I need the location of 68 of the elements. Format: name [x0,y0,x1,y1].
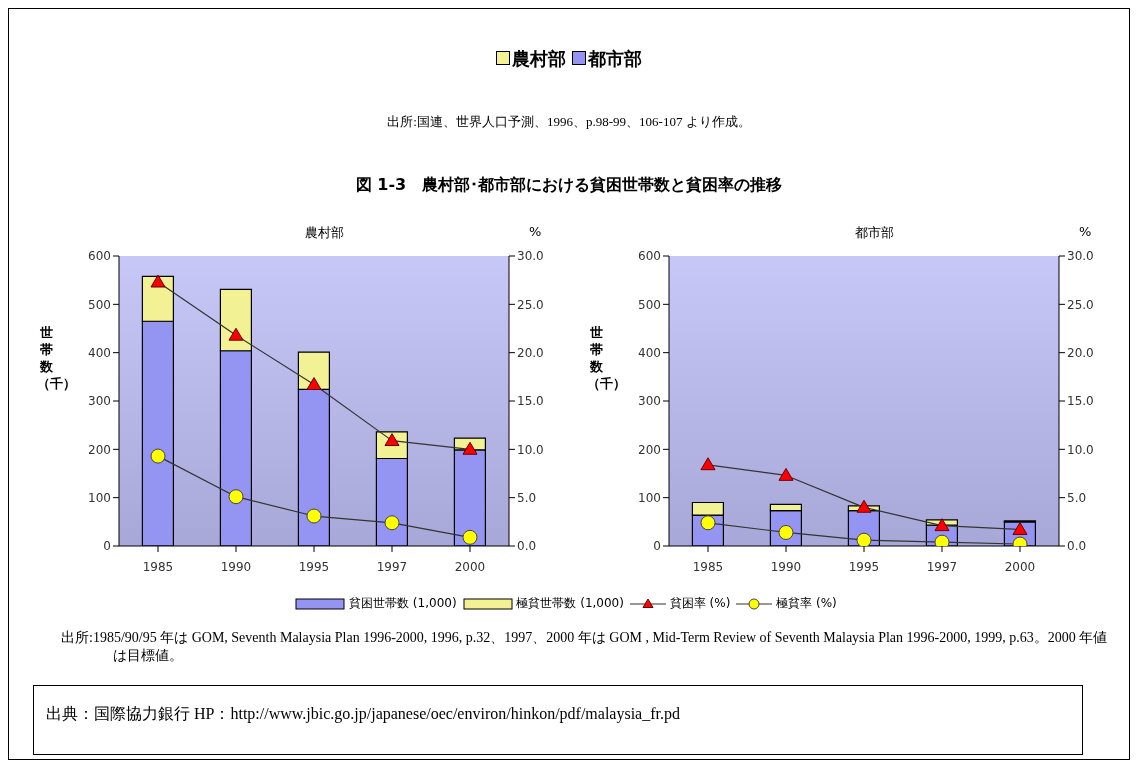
legend-label: 貧困率 (%) [668,596,731,610]
y2-tick-label: 20.0 [1067,345,1094,360]
x-tick-label: 2000 [1004,559,1036,574]
y-tick-label: 300 [88,394,111,409]
point [778,467,794,481]
y2-tick-label: 25.0 [1067,297,1094,312]
y2-tick-label: 25.0 [517,297,544,312]
y2-tick-label: 10.0 [517,442,544,457]
y-tick-label: 200 [638,442,661,457]
y-tick-label: 100 [638,490,661,505]
y-tick-label: 0 [653,539,661,554]
caption: 図 1-3 農村部･都市部における貧困世帯数と貧困率の推移 [354,175,784,196]
y2-tick-label: 5.0 [517,490,537,505]
x-tick-label: 1990 [220,559,252,574]
legend-label: 貧困世帯数 (1,000) [348,596,457,610]
y-tick-label: 500 [638,297,661,312]
point [306,508,322,524]
chart-title: 都市部 [854,225,894,240]
y-tick-label: 0 [103,539,111,554]
text: 農村部 [510,48,567,69]
point [700,457,716,471]
text: 出所:1985/90/95 年は GOM, Seventh Malaysia Plan 1996-2000, 1996, p.32、1997、2000 年は GOM , Mid-Term Review of Seventh Malaysia Plan 1996-2000, 1999, p.63。2000 年値は目標値。 [61,629,1109,665]
point [462,529,478,545]
y-axis-title: 世帯数（千） [37,324,76,392]
y-tick-label: 200 [88,442,111,457]
y-tick-label: 600 [88,249,111,264]
point [934,518,950,532]
legend-label: 極貧率 (%) [775,596,837,610]
y2-tick-label: 0.0 [1067,539,1087,554]
point [228,489,244,505]
y2-tick-label: 15.0 [1067,394,1094,409]
y2-axis-title: % [529,224,542,239]
y-tick-label: 600 [638,249,661,264]
y-tick-label: 300 [638,394,661,409]
y-tick-label: 400 [638,345,661,360]
x-tick-label: 1990 [770,559,802,574]
x-tick-label: 1997 [926,559,958,574]
x-tick-label: 1985 [692,559,724,574]
y2-tick-label: 20.0 [517,345,544,360]
point [150,448,166,464]
y-tick-label: 400 [88,345,111,360]
y2-axis-title: % [1079,224,1092,239]
point [856,499,872,513]
x-tick-label: 1995 [848,559,880,574]
y2-tick-label: 10.0 [1067,442,1094,457]
text: 都市部 [587,48,643,69]
y-axis-title: 世帯数（千） [587,324,626,392]
text: 出所:国連、世界人口予測、1996、p.98-99、106-107 より作成。 [386,113,752,131]
chart-title: 農村部 [304,225,344,240]
y-tick-label: 100 [88,490,111,505]
point [306,377,322,390]
x-tick-label: 1995 [298,559,330,574]
point [856,532,872,546]
y2-tick-label: 30.0 [517,249,544,264]
source-note: 出典：国際協力銀行 HP：http://www.jbic.go.jp/japanese/oec/environ/hinkon/pdf/malaysia_fr.pd [33,685,1083,755]
x-tick-label: 1997 [376,559,408,574]
point [150,274,166,288]
y-tick-label: 500 [88,297,111,312]
y2-tick-label: 30.0 [1067,249,1094,264]
point [462,441,478,455]
point [228,327,244,341]
y2-tick-label: 5.0 [1067,490,1087,505]
legend-label: 極貧世帯数 (1,000) [515,596,624,610]
y2-tick-label: 15.0 [517,394,544,409]
point [384,515,400,531]
x-tick-label: 2000 [454,559,486,574]
x-tick-label: 1985 [142,559,174,574]
y2-tick-label: 0.0 [517,539,537,554]
